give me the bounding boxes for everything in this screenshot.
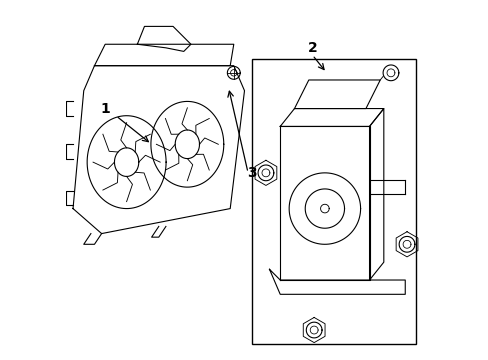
Text: 3: 3 xyxy=(246,166,256,180)
Text: 1: 1 xyxy=(100,102,110,116)
Bar xyxy=(251,59,415,344)
Text: 2: 2 xyxy=(307,41,317,55)
